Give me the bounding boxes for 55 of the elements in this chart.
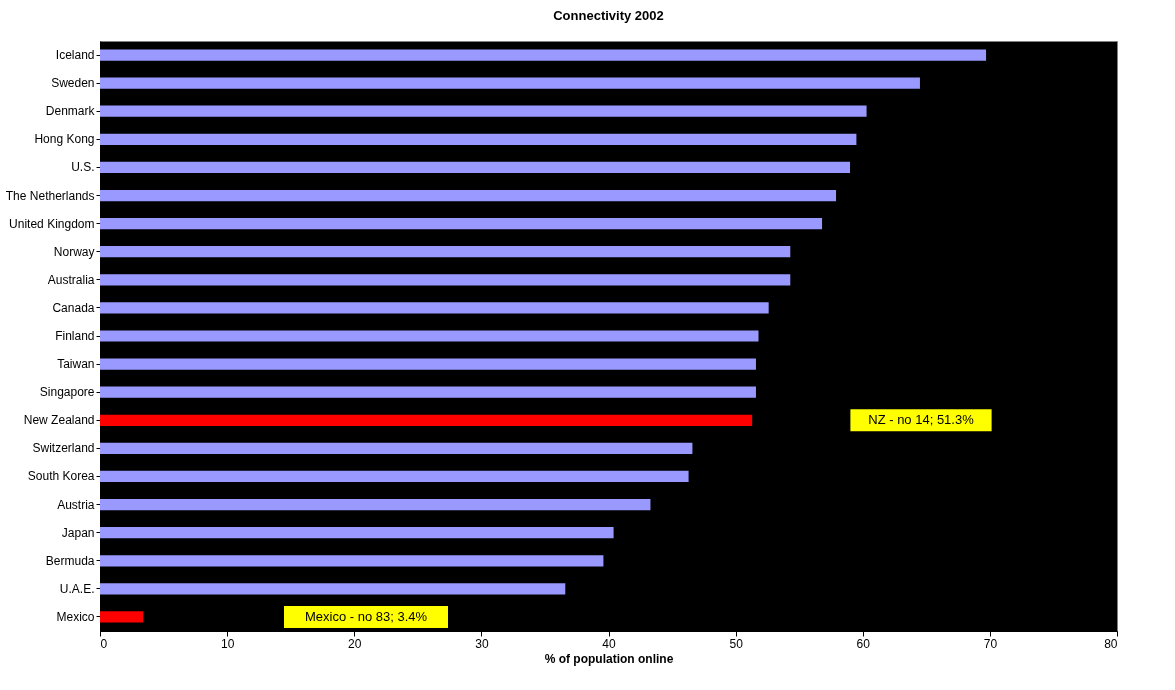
bar: [100, 611, 144, 623]
chart-title: Connectivity 2002: [553, 8, 664, 23]
y-tick-label: Norway: [53, 244, 95, 259]
y-tick-label: Finland: [55, 329, 95, 343]
x-tick-label: 40: [602, 636, 616, 651]
y-tick-label: The Netherlands: [5, 188, 95, 203]
y-tick-label: South Korea: [27, 469, 95, 484]
bar: [100, 442, 693, 454]
y-tick-label: Australia: [47, 272, 95, 287]
y-tick-label: Singapore: [39, 385, 95, 400]
y-tick-label: New Zealand: [23, 413, 95, 428]
annotation: NZ - no 14; 51.3%: [868, 412, 975, 428]
y-tick-label: Iceland: [55, 48, 95, 63]
annotation: Mexico - no 83; 3.4%: [304, 608, 428, 624]
x-axis-title: % of population online: [544, 651, 674, 666]
bar: [100, 470, 689, 483]
y-tick-label: Japan: [61, 525, 95, 540]
bar: [100, 77, 920, 89]
bar: [100, 527, 614, 539]
bar: [100, 274, 791, 286]
y-tick-label: Austria: [57, 497, 95, 512]
y-tick-label: U.S.: [71, 160, 95, 175]
bar: [100, 189, 837, 202]
bar: [100, 555, 604, 567]
bar: [100, 498, 651, 511]
bar: [100, 218, 823, 230]
y-tick-label: Denmark: [45, 104, 96, 119]
bar: [100, 105, 867, 117]
y-tick-label: Canada: [52, 300, 95, 315]
y-tick-label: Switzerland: [32, 441, 95, 456]
bar: [100, 49, 987, 61]
x-tick-label: 0: [100, 636, 108, 651]
x-tick-label: 30: [475, 636, 489, 651]
x-tick-label: 20: [348, 636, 362, 651]
x-tick-label: 50: [729, 636, 744, 651]
y-tick-label: Sweden: [51, 76, 95, 91]
x-tick-label: 80: [1104, 636, 1118, 651]
y-tick-label: Hong Kong: [34, 132, 95, 147]
x-tick-label: 60: [856, 636, 871, 651]
y-tick-label: United Kingdom: [9, 216, 95, 231]
y-tick-label: Taiwan: [57, 357, 95, 372]
bar: [100, 583, 566, 595]
y-tick-label: Bermuda: [45, 553, 95, 568]
bar: [100, 246, 791, 258]
bar: [100, 330, 759, 342]
bar: [100, 161, 851, 174]
bar: [100, 133, 857, 145]
bar: [100, 414, 753, 426]
bar: [100, 358, 756, 370]
bar: [100, 386, 756, 398]
x-tick-label: 70: [983, 636, 998, 651]
x-tick-label: 10: [220, 636, 235, 651]
y-tick-label: Mexico: [56, 609, 95, 624]
bar: [100, 302, 769, 314]
y-tick-label: U.A.E.: [59, 581, 95, 596]
